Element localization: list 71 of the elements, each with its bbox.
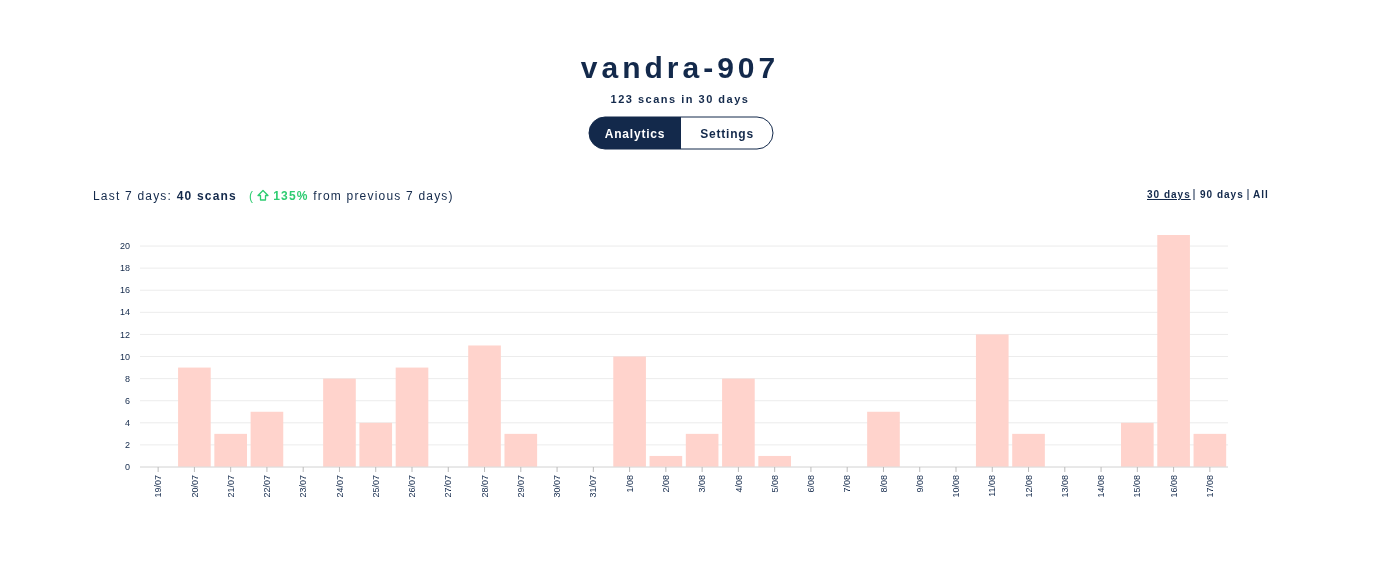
x-tick-label: 26/07 [407, 475, 418, 498]
text: ( [248, 189, 255, 203]
y-tick-label: 6 [124, 395, 130, 406]
x-tick-label: 14/08 [1096, 475, 1107, 498]
y-tick-label: 10 [119, 351, 130, 362]
y-tick-label: 0 [124, 462, 130, 473]
x-tick-label: 13/08 [1059, 475, 1070, 498]
x-tick-label: 5/08 [769, 475, 780, 493]
x-tick-label: 8/08 [878, 475, 889, 493]
y-tick-label: 14 [119, 307, 130, 318]
bar [975, 334, 1009, 467]
bar [867, 411, 900, 467]
bar [250, 411, 284, 467]
x-tick-label: 4/08 [733, 475, 744, 493]
y-tick-label: 4 [124, 417, 130, 428]
x-tick-label: 30/07 [552, 475, 563, 498]
bar [758, 455, 791, 467]
x-tick-label: 21/07 [225, 475, 236, 498]
text: from previous 7 days) [308, 189, 454, 203]
bar [395, 367, 429, 467]
chart-title: vandra-907 [580, 51, 780, 84]
bar [722, 378, 755, 467]
x-tick-label: 31/07 [588, 475, 599, 498]
y-tick-label: 18 [119, 263, 130, 274]
x-tick-label: 19/07 [153, 475, 164, 498]
x-tick-label: 10/08 [951, 475, 962, 498]
x-tick-label: 25/07 [370, 475, 381, 498]
y-tick-label: 8 [124, 373, 130, 384]
text: Analytics [604, 126, 666, 141]
bar [613, 356, 646, 467]
y-tick-label: 20 [119, 241, 130, 252]
x-tick-label: 3/08 [697, 475, 708, 493]
x-tick-label: 17/08 [1205, 475, 1216, 498]
text: Settings [700, 126, 754, 141]
x-tick-label: 27/07 [443, 475, 454, 498]
bar [504, 433, 538, 467]
x-tick-label: 15/08 [1132, 475, 1143, 498]
x-tick-label: 22/07 [262, 475, 273, 498]
bar [1193, 433, 1227, 467]
bar [685, 433, 719, 467]
bar [468, 345, 501, 467]
bar [323, 378, 356, 467]
x-tick-label: 24/07 [334, 475, 345, 498]
x-tick-label: 7/08 [842, 475, 853, 493]
x-tick-label: 29/07 [515, 475, 526, 498]
x-tick-label: 20/07 [189, 475, 200, 498]
text: All [1253, 189, 1269, 200]
x-tick-label: 6/08 [806, 475, 817, 493]
chart-subtitle: 123 scans in 30 days [610, 93, 750, 105]
bar [359, 422, 393, 467]
bar [178, 367, 211, 467]
text: 30 days [1147, 189, 1191, 200]
x-tick-label: 9/08 [914, 475, 925, 493]
y-tick-label: 2 [124, 440, 130, 451]
x-tick-label: 12/08 [1023, 475, 1034, 498]
bar [1157, 235, 1190, 467]
bar [214, 433, 247, 467]
text: 40 scans [176, 189, 237, 203]
x-tick-label: 23/07 [298, 475, 309, 498]
y-tick-label: 12 [119, 329, 130, 340]
text: 135% [273, 189, 309, 203]
x-tick-label: 16/08 [1168, 475, 1179, 498]
x-tick-label: 2/08 [661, 475, 672, 493]
y-tick-label: 16 [119, 285, 130, 296]
x-tick-label: 11/08 [987, 475, 998, 497]
text: 90 days [1200, 189, 1244, 200]
bar [1121, 422, 1154, 467]
text: Last 7 days: [93, 189, 177, 203]
bar [1012, 433, 1045, 467]
x-tick-label: 28/07 [479, 475, 490, 498]
x-tick-label: 1/08 [624, 475, 635, 493]
